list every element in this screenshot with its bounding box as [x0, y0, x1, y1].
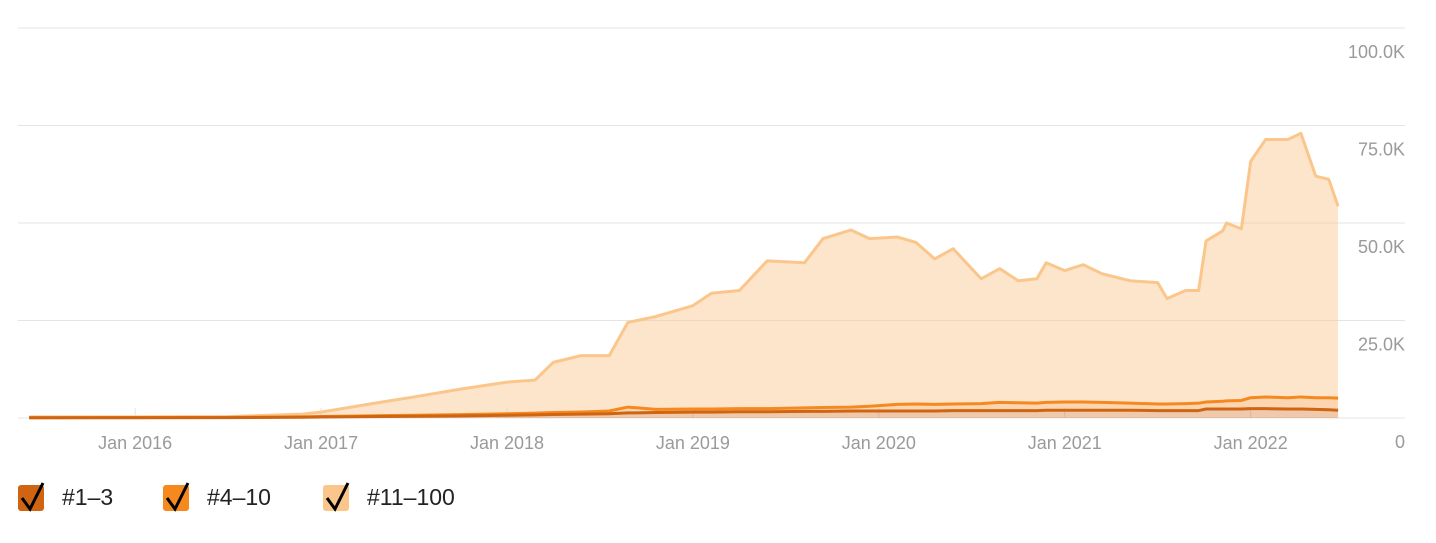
area	[29, 133, 1339, 418]
legend-item[interactable]: #11–100	[323, 482, 455, 512]
line	[29, 131, 1340, 419]
y-tick-label: 75.0K	[1358, 139, 1405, 159]
x-tick-label: Jan 2017	[284, 433, 358, 453]
area	[29, 396, 1339, 418]
x-tick-label: Jan 2022	[1214, 433, 1288, 453]
check-mark	[165, 482, 190, 512]
legend-item[interactable]: #1–3	[18, 482, 113, 512]
line	[29, 395, 1339, 420]
y-tick-label: 25.0K	[1358, 334, 1405, 354]
y-tick-label: 100.0K	[1348, 42, 1405, 62]
legend-label: #4–10	[207, 484, 271, 510]
legend-label: #11–100	[367, 484, 455, 510]
check-mark	[20, 482, 45, 512]
line	[29, 407, 1339, 420]
y-tick-label: 50.0K	[1358, 237, 1405, 257]
x-tick-label: Jan 2021	[1028, 433, 1102, 453]
y-tick-label: 0	[1395, 432, 1405, 452]
x-tick-label: Jan 2018	[470, 433, 544, 453]
x-tick-label: Jan 2020	[842, 433, 916, 453]
x-tick-label: Jan 2019	[656, 433, 730, 453]
x-tick-label: Jan 2016	[98, 433, 172, 453]
legend-label: #1–3	[62, 484, 113, 510]
check-mark	[325, 482, 350, 512]
legend-item[interactable]: #4–10	[163, 482, 271, 512]
